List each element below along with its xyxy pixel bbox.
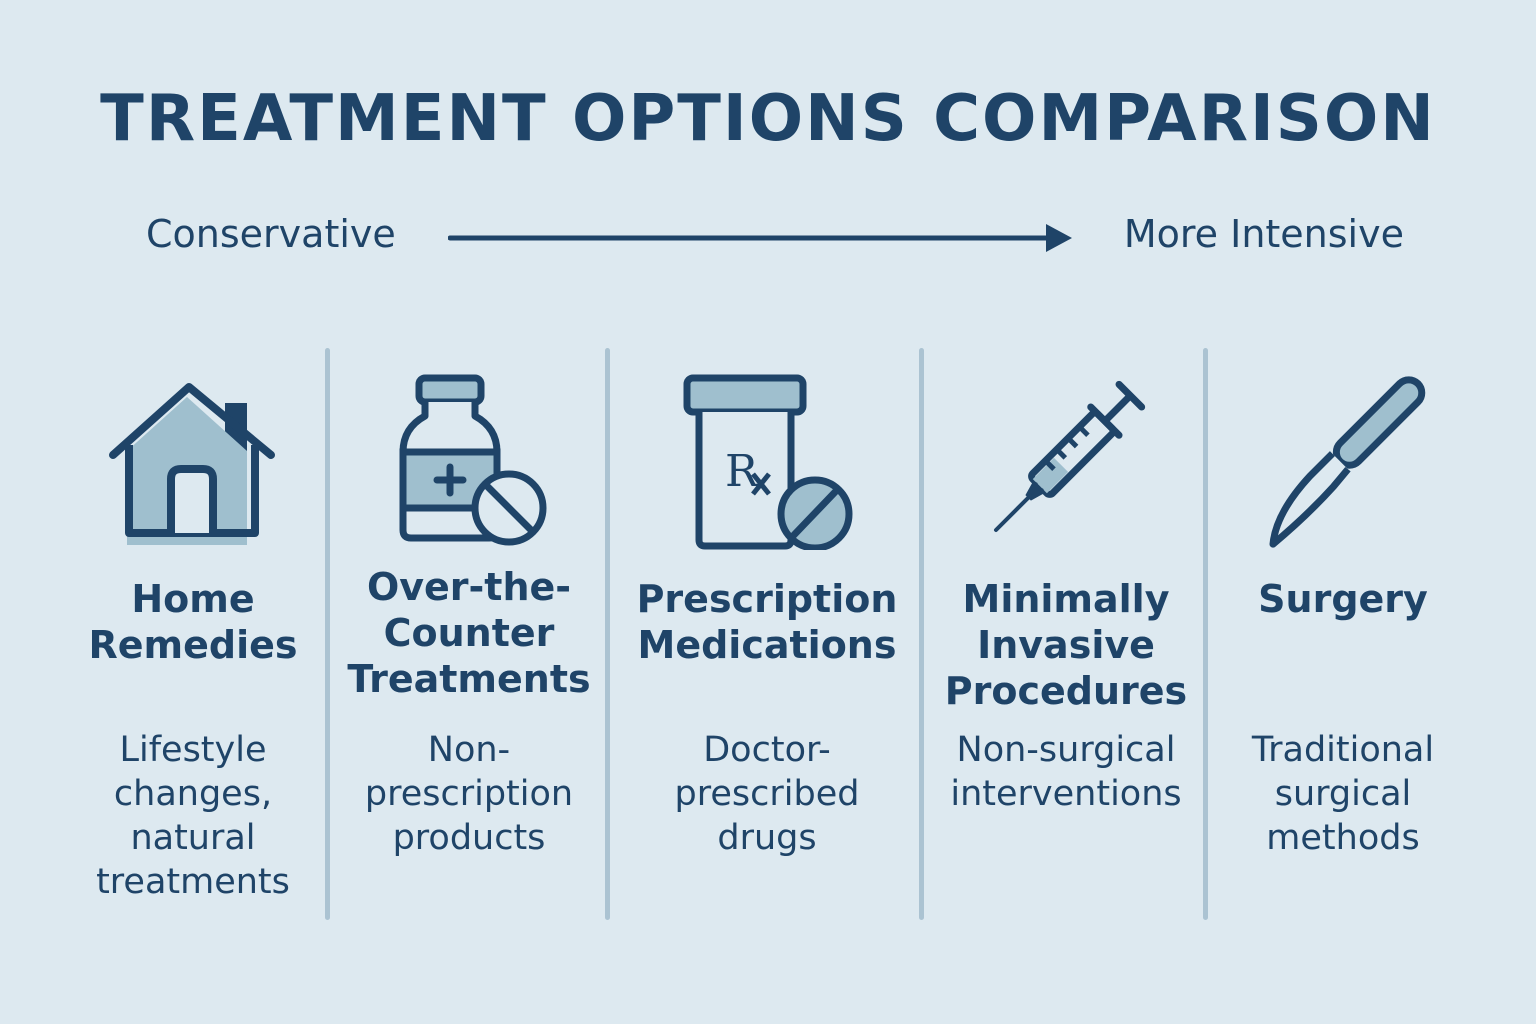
option-description: Traditional surgical methods bbox=[1251, 730, 1435, 858]
medicine-bottle-icon bbox=[399, 374, 547, 546]
column-divider bbox=[325, 348, 330, 920]
option-over-the-counter: Over-the- Counter Treatments Non- prescr… bbox=[340, 360, 598, 860]
intensity-scale: Conservative More Intensive bbox=[0, 212, 1536, 262]
column-divider bbox=[919, 348, 924, 920]
column-divider bbox=[1203, 348, 1208, 920]
syringe-icon bbox=[993, 380, 1146, 533]
svg-text:R: R bbox=[725, 446, 760, 497]
option-description: Lifestyle changes, natural treatments bbox=[96, 730, 290, 902]
option-home-remedies: Home Remedies Lifestyle changes, natural… bbox=[68, 360, 318, 904]
option-surgery: Surgery Traditional surgical methods bbox=[1220, 360, 1466, 860]
option-minimally-invasive: Minimally Invasive Procedures Non-surgic… bbox=[936, 360, 1196, 816]
option-title: Prescription Medications bbox=[636, 577, 898, 667]
scalpel-icon bbox=[1269, 376, 1426, 548]
scale-right-label: More Intensive bbox=[1123, 212, 1404, 256]
scale-left-label: Conservative bbox=[146, 212, 396, 256]
option-description: Doctor- prescribed drugs bbox=[674, 730, 860, 858]
house-icon bbox=[109, 383, 275, 545]
option-description: Non-surgical interventions bbox=[950, 730, 1182, 814]
prescription-bottle-icon: R bbox=[683, 374, 853, 550]
option-title: Minimally Invasive Procedures bbox=[944, 577, 1188, 713]
page-title: TREATMENT OPTIONS COMPARISON bbox=[100, 82, 1436, 156]
option-title: Over-the- Counter Treatments bbox=[347, 565, 591, 701]
option-prescription-medications: R Prescription Medications Doctor- presc… bbox=[622, 360, 912, 860]
column-divider bbox=[605, 348, 610, 920]
option-title: Home Remedies bbox=[88, 577, 298, 667]
option-description: Non- prescription products bbox=[364, 730, 574, 858]
right-arrow-icon bbox=[448, 224, 1072, 252]
option-title: Surgery bbox=[1258, 577, 1428, 621]
